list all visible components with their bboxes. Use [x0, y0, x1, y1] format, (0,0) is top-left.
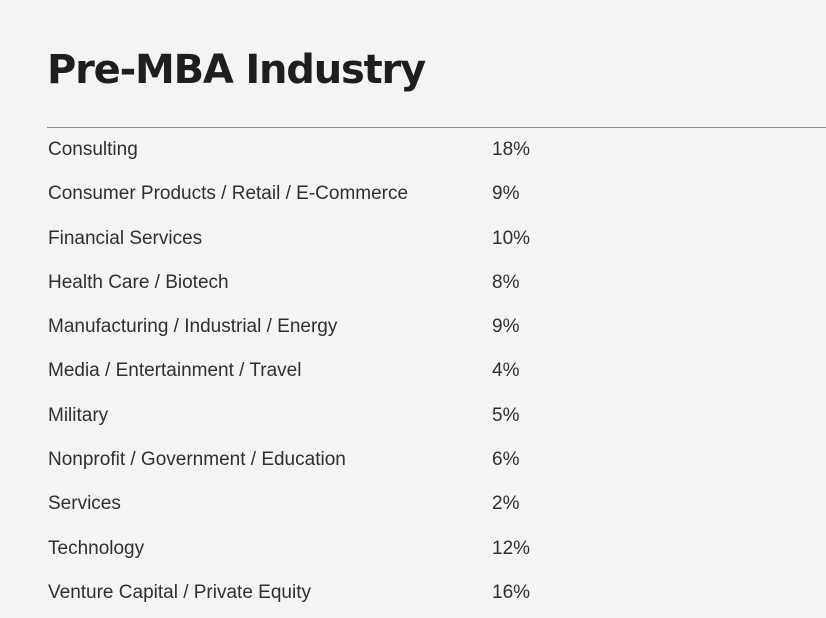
industry-percent: 12%	[492, 537, 531, 559]
table-row: Venture Capital / Private Equity 16%	[47, 571, 826, 615]
industry-label: Media / Entertainment / Travel	[48, 360, 302, 382]
table-row: Media / Entertainment / Travel 4%	[47, 349, 826, 393]
table-row: Financial Services 10%	[47, 217, 826, 261]
table-row: Manufacturing / Industrial / Energy 9%	[47, 305, 826, 349]
industry-percent: 9%	[492, 183, 520, 205]
industry-label: Health Care / Biotech	[48, 271, 229, 293]
table-row: Consumer Products / Retail / E-Commerce …	[47, 172, 826, 216]
industry-label: Nonprofit / Government / Education	[48, 449, 346, 471]
industry-label: Technology	[48, 537, 145, 559]
industry-percent: 9%	[492, 316, 520, 338]
table-row: Health Care / Biotech 8%	[47, 261, 826, 305]
industry-percent: 2%	[492, 493, 520, 515]
industry-percent: 5%	[492, 404, 520, 426]
table-row: Consulting 18%	[47, 128, 826, 172]
industry-label: Venture Capital / Private Equity	[48, 581, 311, 603]
industry-label: Financial Services	[48, 227, 203, 249]
industry-percent: 18%	[492, 139, 531, 160]
industry-table: Consulting 18% Consumer Products / Retai…	[47, 128, 826, 615]
industry-label: Services	[48, 493, 121, 515]
table-row: Technology 12%	[47, 527, 826, 571]
table-row: Military 5%	[47, 394, 826, 438]
table-divider	[47, 127, 826, 128]
industry-percent: 10%	[492, 227, 531, 249]
page-title: Pre-MBA Industry	[47, 47, 426, 93]
industry-percent: 6%	[492, 449, 520, 471]
industry-label: Manufacturing / Industrial / Energy	[48, 316, 338, 338]
industry-label: Military	[48, 404, 109, 426]
industry-percent: 4%	[492, 360, 520, 382]
industry-label: Consumer Products / Retail / E-Commerce	[48, 183, 409, 205]
industry-percent: 16%	[492, 581, 531, 603]
industry-percent: 8%	[492, 271, 520, 293]
table-row: Nonprofit / Government / Education 6%	[47, 438, 826, 482]
industry-label: Consulting	[48, 139, 138, 160]
table-row: Services 2%	[47, 482, 826, 526]
